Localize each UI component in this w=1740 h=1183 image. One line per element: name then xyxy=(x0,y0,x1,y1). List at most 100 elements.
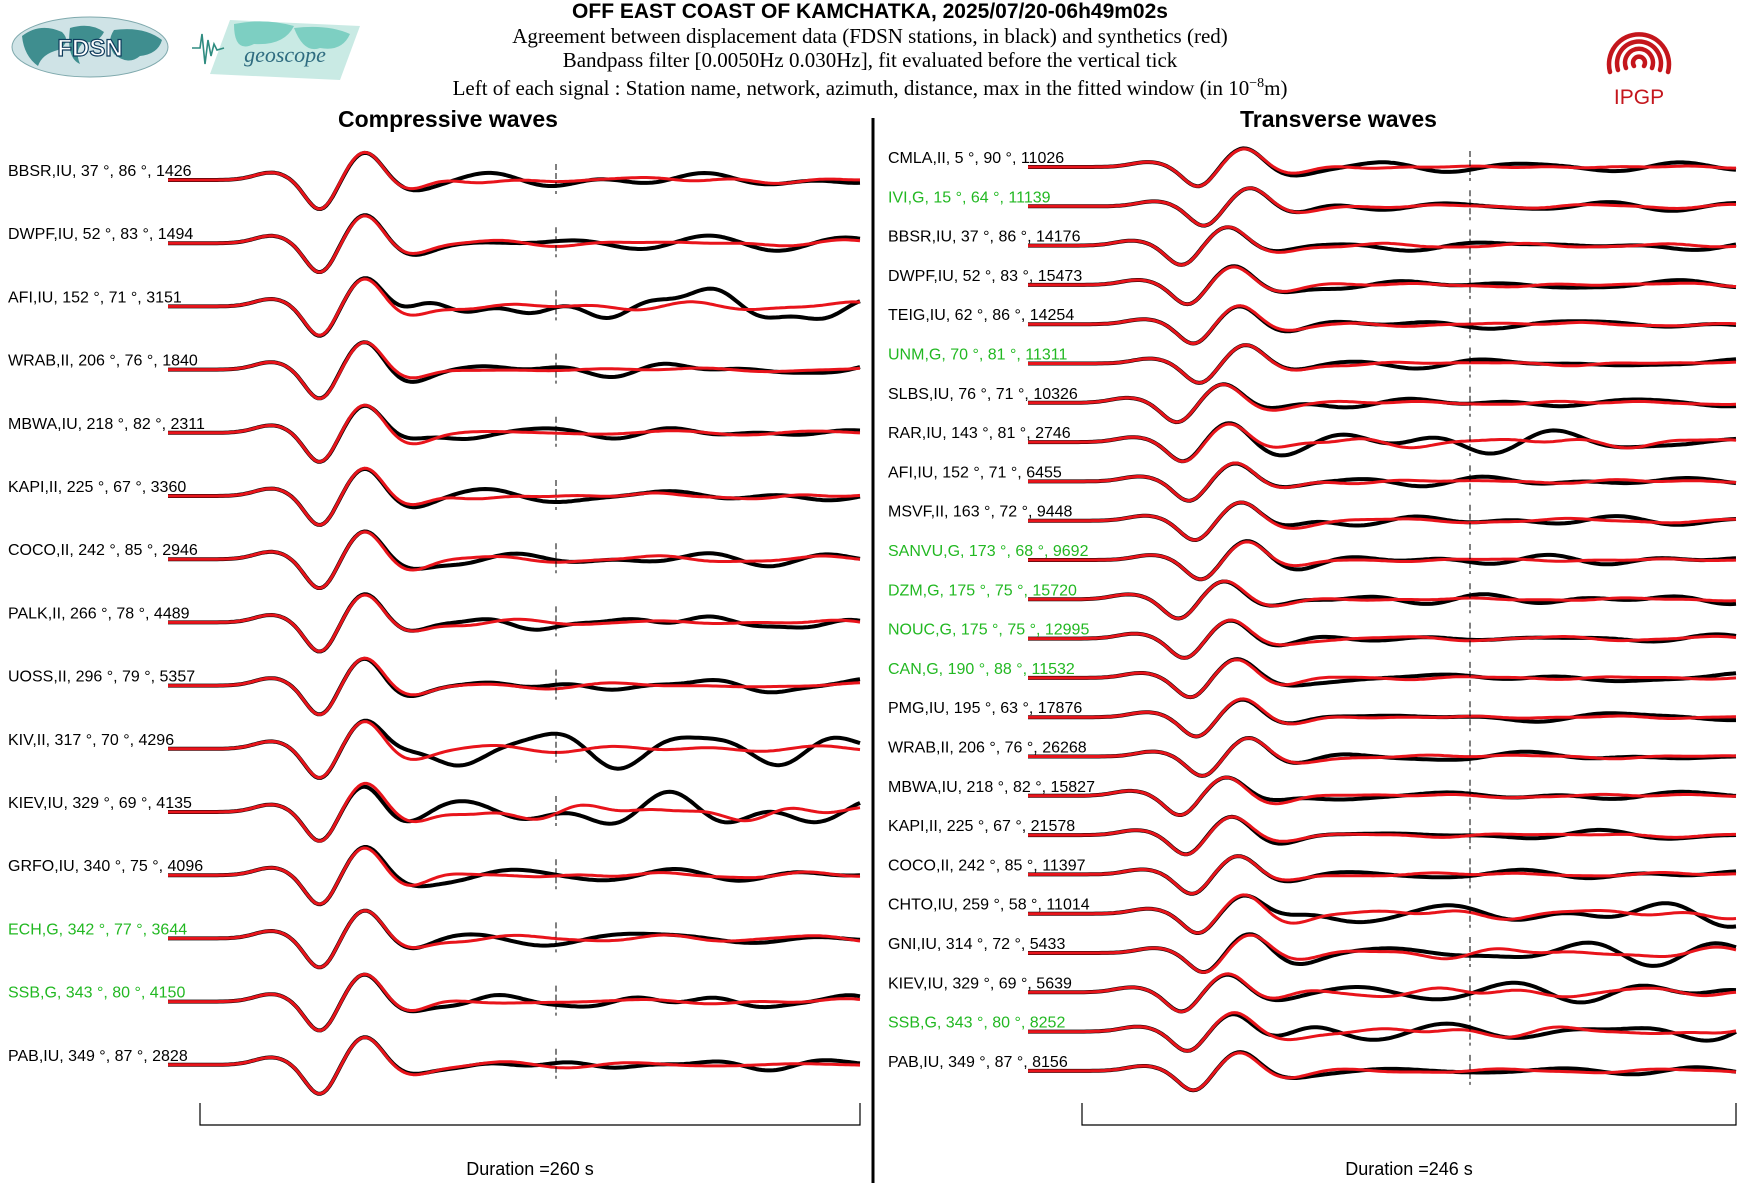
synthetic-trace xyxy=(168,781,861,843)
synthetic-trace xyxy=(1028,304,1737,346)
ipgp-logo-graphic: IPGP xyxy=(1606,32,1672,108)
station-label: GRFO,IU, 340 °, 75 °, 4096 xyxy=(8,858,203,875)
station-label: SSB,G, 343 °, 80 °, 4150 xyxy=(8,985,185,1002)
synthetic-trace xyxy=(168,466,861,527)
subtitle-line-1: Agreement between displacement data (FDS… xyxy=(512,24,1228,48)
station-label: UOSS,II, 296 °, 79 °, 5357 xyxy=(8,669,195,686)
station-label: COCO,II, 242 °, 85 °, 11397 xyxy=(888,857,1086,874)
synthetic-trace xyxy=(1028,697,1736,738)
figure-title: OFF EAST COAST OF KAMCHATKA, 2025/07/20-… xyxy=(572,0,1168,23)
station-label: KAPI,II, 225 °, 67 °, 21578 xyxy=(888,818,1075,835)
fdsn-logo-text: FDSN xyxy=(57,35,122,62)
synthetic-trace xyxy=(1028,225,1737,267)
synthetic-trace xyxy=(1028,422,1737,463)
synthetic-trace xyxy=(1028,893,1737,935)
synthetic-trace xyxy=(168,909,861,969)
synthetic-trace xyxy=(1028,461,1737,503)
station-label: SSB,G, 343 °, 80 °, 8252 xyxy=(888,1015,1065,1032)
synthetic-trace xyxy=(1028,343,1737,385)
subtitle-line-3: Left of each signal : Station name, netw… xyxy=(0,72,1740,100)
station-label: DWPF,IU, 52 °, 83 °, 1494 xyxy=(8,226,193,243)
station-label: DZM,G, 175 °, 75 °, 15720 xyxy=(888,582,1077,599)
synthetic-trace xyxy=(168,593,861,653)
synthetic-trace xyxy=(1028,736,1736,778)
ipgp-logo-text: IPGP xyxy=(1614,86,1664,108)
duration-label: Duration =246 s xyxy=(1345,1159,1473,1179)
synthetic-trace xyxy=(168,214,861,274)
station-label: TEIG,IU, 62 °, 86 °, 14254 xyxy=(888,307,1074,324)
station-label: UNM,G, 70 °, 81 °, 11311 xyxy=(888,347,1068,364)
synthetic-trace xyxy=(1028,265,1737,306)
station-label: CHTO,IU, 259 °, 58 °, 11014 xyxy=(888,897,1090,914)
station-label: COCO,II, 242 °, 85 °, 2946 xyxy=(8,542,198,559)
synthetic-trace xyxy=(168,1035,861,1096)
geoscope-logo: geoscope xyxy=(190,14,365,84)
station-label: PAB,IU, 349 °, 87 °, 2828 xyxy=(8,1048,188,1065)
station-label: MSVF,II, 163 °, 72 °, 9448 xyxy=(888,504,1073,521)
station-label: KIEV,IU, 329 °, 69 °, 5639 xyxy=(888,975,1072,992)
subtitle-line-2: Bandpass filter [0.0050Hz 0.030Hz], fit … xyxy=(562,48,1178,72)
geoscope-logo-graphic: geoscope xyxy=(192,20,360,80)
subtitle-line-3-text: Left of each signal : Station name, netw… xyxy=(452,76,1250,100)
synthetic-trace xyxy=(1028,186,1737,227)
synthetic-trace xyxy=(1028,658,1737,699)
synthetic-trace xyxy=(1028,579,1737,621)
station-label: PMG,IU, 195 °, 63 °, 17876 xyxy=(888,700,1082,717)
synthetic-trace xyxy=(168,150,860,211)
station-label: MBWA,IU, 218 °, 82 °, 2311 xyxy=(8,416,205,433)
station-label: KAPI,II, 225 °, 67 °, 3360 xyxy=(8,479,186,496)
figure-header: OFF EAST COAST OF KAMCHATKA, 2025/07/20-… xyxy=(0,0,1740,100)
station-label: AFI,IU, 152 °, 71 °, 6455 xyxy=(888,464,1062,481)
station-label: BBSR,IU, 37 °, 86 °, 1426 xyxy=(8,163,192,180)
ipgp-logo: IPGP xyxy=(1590,8,1690,108)
station-label: AFI,IU, 152 °, 71 °, 3151 xyxy=(8,289,182,306)
duration-bracket xyxy=(1081,1103,1737,1126)
synthetic-trace xyxy=(1028,815,1736,856)
station-label: WRAB,II, 206 °, 76 °, 1840 xyxy=(8,353,198,370)
synthetic-trace xyxy=(1028,618,1737,660)
data-trace xyxy=(168,784,861,843)
synthetic-trace xyxy=(168,972,861,1032)
data-trace xyxy=(1028,972,1737,1014)
synthetic-trace xyxy=(1028,147,1736,188)
duration-bracket xyxy=(199,1103,861,1126)
synthetic-trace xyxy=(1028,500,1736,542)
fdsn-logo-graphic: FDSN xyxy=(11,16,169,78)
station-label: CAN,G, 190 °, 88 °, 11532 xyxy=(888,661,1075,678)
station-label: RAR,IU, 143 °, 81 °, 2746 xyxy=(888,425,1071,442)
synthetic-trace xyxy=(168,656,861,716)
geoscope-logo-text: geoscope xyxy=(244,42,326,67)
station-label: MBWA,IU, 218 °, 82 °, 15827 xyxy=(888,779,1095,796)
station-label: ECH,G, 342 °, 77 °, 3644 xyxy=(8,921,187,938)
compressive-panel-title: Compressive waves xyxy=(338,106,558,132)
duration-label: Duration =260 s xyxy=(466,1159,594,1179)
synthetic-trace xyxy=(168,277,861,337)
station-label: IVI,G, 15 °, 64 °, 11139 xyxy=(888,189,1051,206)
data-trace xyxy=(168,276,861,338)
compressive-waves-panel: BBSR,IU, 37 °, 86 °, 1426 DWPF,IU, 52 °, … xyxy=(8,150,861,1179)
transverse-waves-panel: CMLA,II, 5 °, 90 °, 11026 IVI,G, 15 °, 64… xyxy=(888,146,1737,1179)
station-label: SLBS,IU, 76 °, 71 °, 10326 xyxy=(888,386,1078,403)
synthetic-trace xyxy=(1028,854,1736,896)
synthetic-trace xyxy=(1028,540,1737,581)
station-label: GNI,IU, 314 °, 72 °, 5433 xyxy=(888,936,1065,953)
synthetic-trace xyxy=(1028,383,1737,424)
synthetic-trace xyxy=(168,720,861,780)
station-label: PAB,IU, 349 °, 87 °, 8156 xyxy=(888,1054,1068,1071)
synthetic-trace xyxy=(168,846,860,906)
station-label: DWPF,IU, 52 °, 83 °, 15473 xyxy=(888,268,1082,285)
station-label: KIV,II, 317 °, 70 °, 4296 xyxy=(8,732,174,749)
station-label: BBSR,IU, 37 °, 86 °, 14176 xyxy=(888,229,1081,246)
subtitle-line-3-unit: m) xyxy=(1264,76,1288,100)
station-label: KIEV,IU, 329 °, 69 °, 4135 xyxy=(8,795,192,812)
subtitle-exponent: −8 xyxy=(1249,76,1265,91)
synthetic-trace xyxy=(168,530,861,590)
station-label: SANVU,G, 173 °, 68 °, 9692 xyxy=(888,543,1089,560)
station-label: NOUC,G, 175 °, 75 °, 12995 xyxy=(888,622,1089,639)
station-label: CMLA,II, 5 °, 90 °, 11026 xyxy=(888,150,1064,167)
synthetic-trace xyxy=(1028,1011,1737,1053)
synthetic-trace xyxy=(168,403,861,464)
synthetic-trace xyxy=(1028,972,1737,1014)
data-trace xyxy=(168,718,861,780)
